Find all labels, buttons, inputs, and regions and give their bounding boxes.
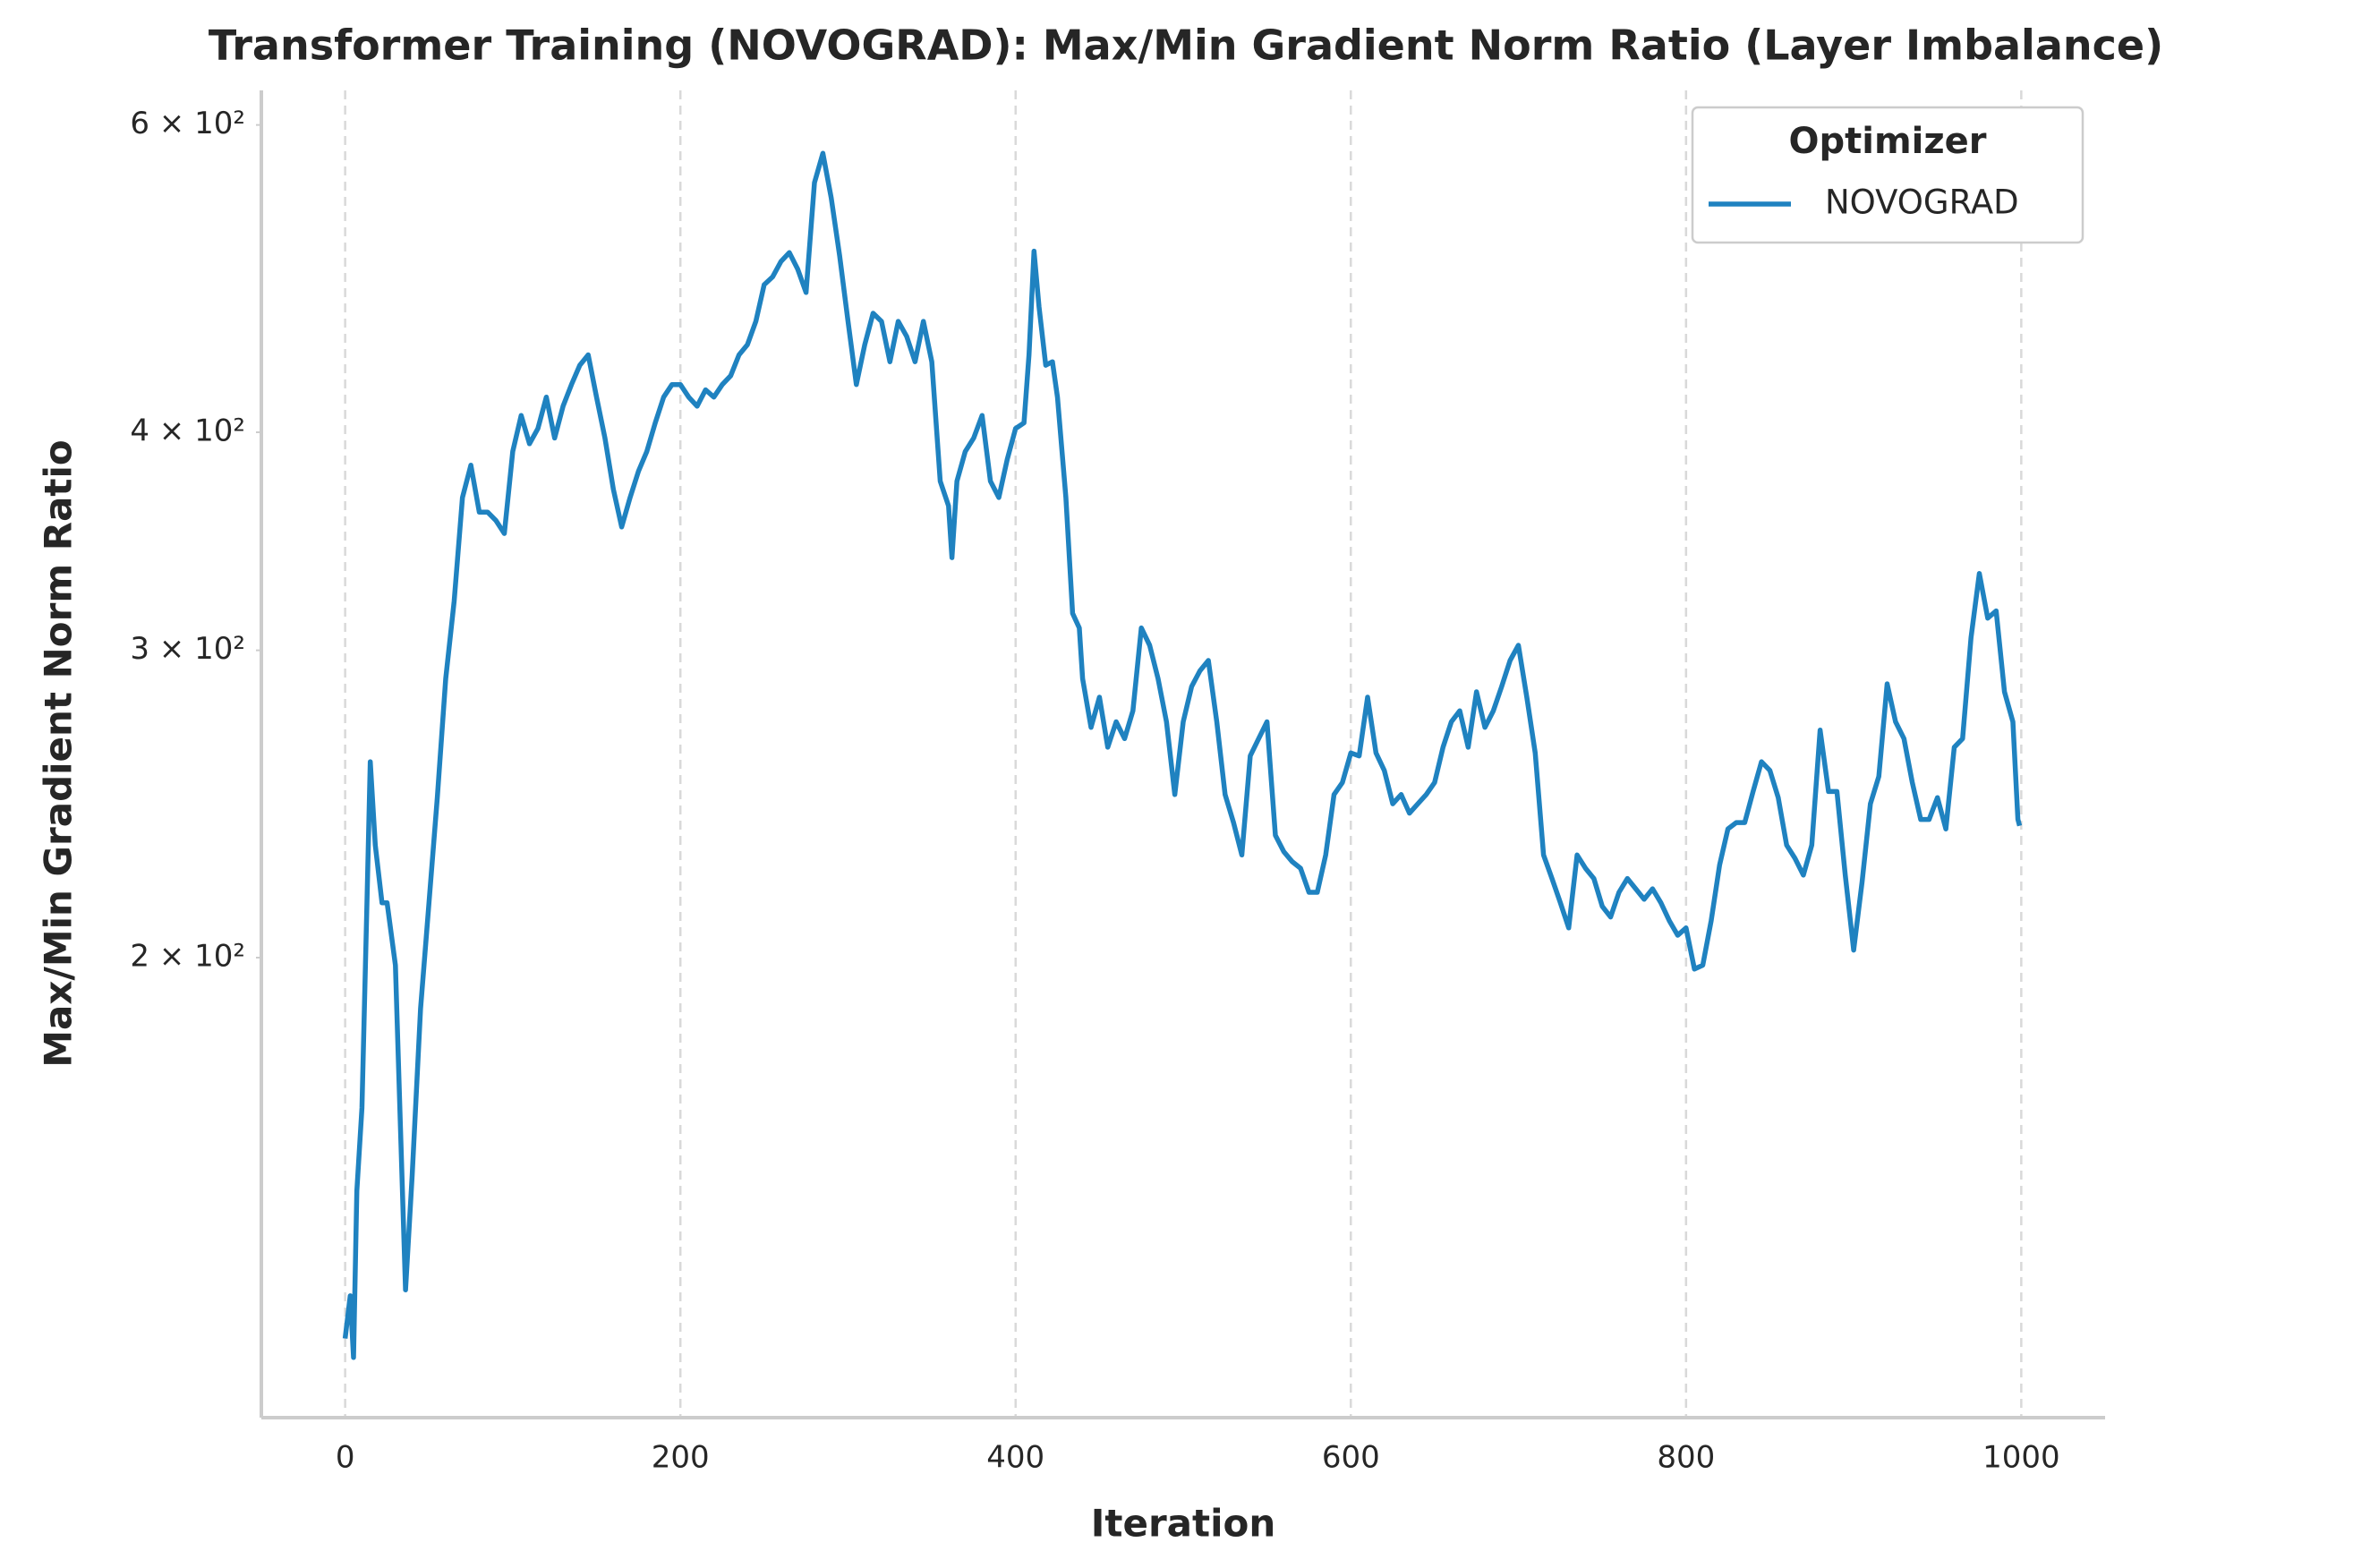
data-line — [342, 150, 2023, 1360]
x-tick-label: 400 — [986, 1440, 1044, 1476]
chart-title: Transformer Training (NOVOGRAD): Max/Min… — [209, 21, 2163, 70]
x-tick-label: 200 — [652, 1440, 710, 1476]
x-tick-label: 800 — [1657, 1440, 1715, 1476]
legend-box — [1691, 106, 2084, 244]
y-axis-label: Max/Min Gradient Norm Ratio — [37, 439, 81, 1067]
x-tick-label: 1000 — [1982, 1440, 2060, 1476]
legend-label: NOVOGRAD — [1825, 183, 2019, 222]
y-tick-label: 4 × 10² — [130, 413, 245, 448]
legend-title: Optimizer — [1789, 121, 1987, 162]
y-tick-label: 6 × 10² — [130, 106, 245, 141]
y-tick-label: 2 × 10² — [130, 938, 245, 974]
y-tick-label: 3 × 10² — [130, 631, 245, 667]
x-axis-label: Iteration — [1091, 1502, 1275, 1546]
x-tick-label: 0 — [336, 1440, 355, 1476]
x-tick-label: 600 — [1322, 1440, 1380, 1476]
